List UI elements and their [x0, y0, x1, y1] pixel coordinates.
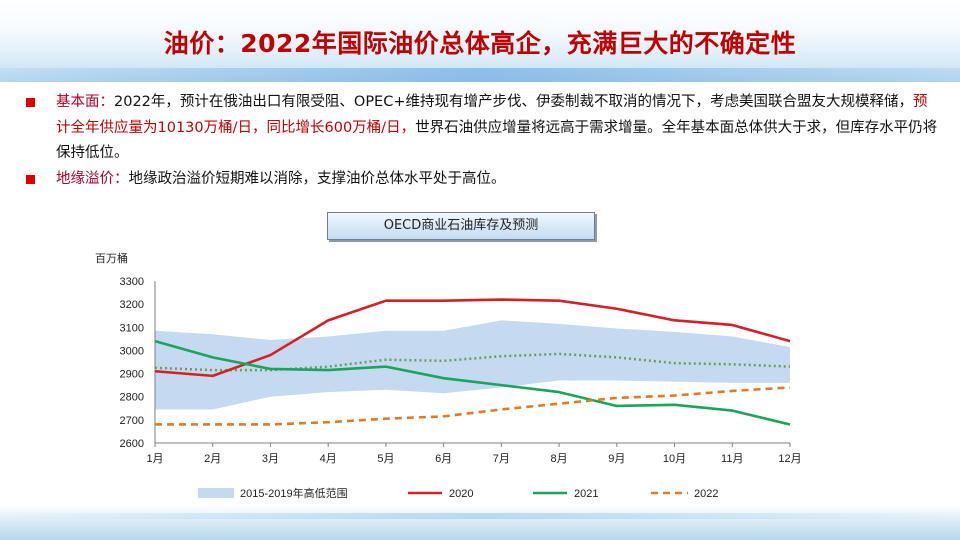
- y-tick-label: 2800: [120, 392, 144, 404]
- x-tick-label: 7月: [493, 453, 510, 465]
- x-tick-label: 6月: [435, 453, 452, 465]
- slide-title: 油价：2022年国际油价总体高企，充满巨大的不确定性: [163, 29, 797, 58]
- x-tick-label: 3月: [262, 453, 279, 465]
- y-tick-label: 2600: [120, 438, 144, 450]
- bullet-text: 2022年，预计在俄油出口有限受阻、OPEC+维持现有增产步伐、伊委制裁不取消的…: [114, 94, 913, 110]
- x-tick-label: 8月: [551, 453, 568, 465]
- bullet-geopolitics: 地缘溢价：地缘政治溢价短期难以消除，支撑油价总体水平处于高位。: [26, 167, 938, 193]
- bullet-text: 地缘政治溢价短期难以消除，支撑油价总体水平处于高位。: [128, 170, 506, 187]
- bullet-square-icon: [26, 98, 35, 107]
- legend-label-2021: 2021: [574, 488, 598, 500]
- y-axis-label: 百万桶: [95, 251, 128, 265]
- y-tick-label: 3100: [120, 322, 144, 334]
- legend-label-range: 2015-2019年高低范围: [240, 486, 348, 500]
- x-tick-label: 11月: [721, 453, 743, 465]
- x-tick-label: 4月: [320, 453, 337, 465]
- bullet-text: 世界石油供应增量将远高于需求增量。全年基本面总体供大于求，但库存水平仍将保持低位…: [56, 119, 938, 162]
- y-tick-label: 2900: [120, 369, 144, 381]
- y-tick-label: 3200: [120, 299, 144, 311]
- bullet-fundamentals: 基本面：2022年，预计在俄油出口有限受阻、OPEC+维持现有增产步伐、伊委制裁…: [26, 90, 938, 167]
- bullet-list: 基本面：2022年，预计在俄油出口有限受阻、OPEC+维持现有增产步伐、伊委制裁…: [26, 90, 938, 192]
- y-tick-label: 2700: [120, 415, 144, 427]
- bullet-label: 地缘溢价：: [56, 170, 129, 187]
- x-tick-label: 5月: [377, 453, 394, 465]
- y-tick-label: 3000: [120, 345, 144, 357]
- x-tick-label: 1月: [146, 453, 163, 465]
- x-tick-label: 10月: [663, 453, 686, 465]
- x-tick-label: 2月: [204, 453, 221, 465]
- bullet-label: 基本面：: [56, 94, 114, 110]
- legend-label-2020: 2020: [449, 488, 473, 500]
- series-line-2021: [154, 339, 791, 426]
- series-line-2020: [154, 298, 791, 378]
- chart-title: OECD商业石油库存及预测: [327, 212, 595, 240]
- bullet-highlight: 预计全年供应量为10130万桶/日，同比增长600万桶/日，: [56, 94, 928, 136]
- legend-label-2022: 2022: [694, 488, 718, 500]
- x-tick-label: 9月: [608, 453, 625, 465]
- header-band: [0, 0, 960, 82]
- y-tick-label: 3300: [120, 276, 144, 288]
- footer-band: [0, 505, 960, 540]
- bullet-square-icon: [26, 174, 35, 184]
- range-band-area: [155, 320, 790, 410]
- oecd-inventory-chart: 百万桶 2600 2700 2800 2900 3000 3100 3200 3300 1月 2月 3…: [95, 251, 802, 500]
- legend-swatch-range: [198, 488, 234, 498]
- x-tick-label: 12月: [778, 453, 801, 465]
- average-line: [154, 352, 791, 372]
- series-line-2022: [155, 386, 791, 426]
